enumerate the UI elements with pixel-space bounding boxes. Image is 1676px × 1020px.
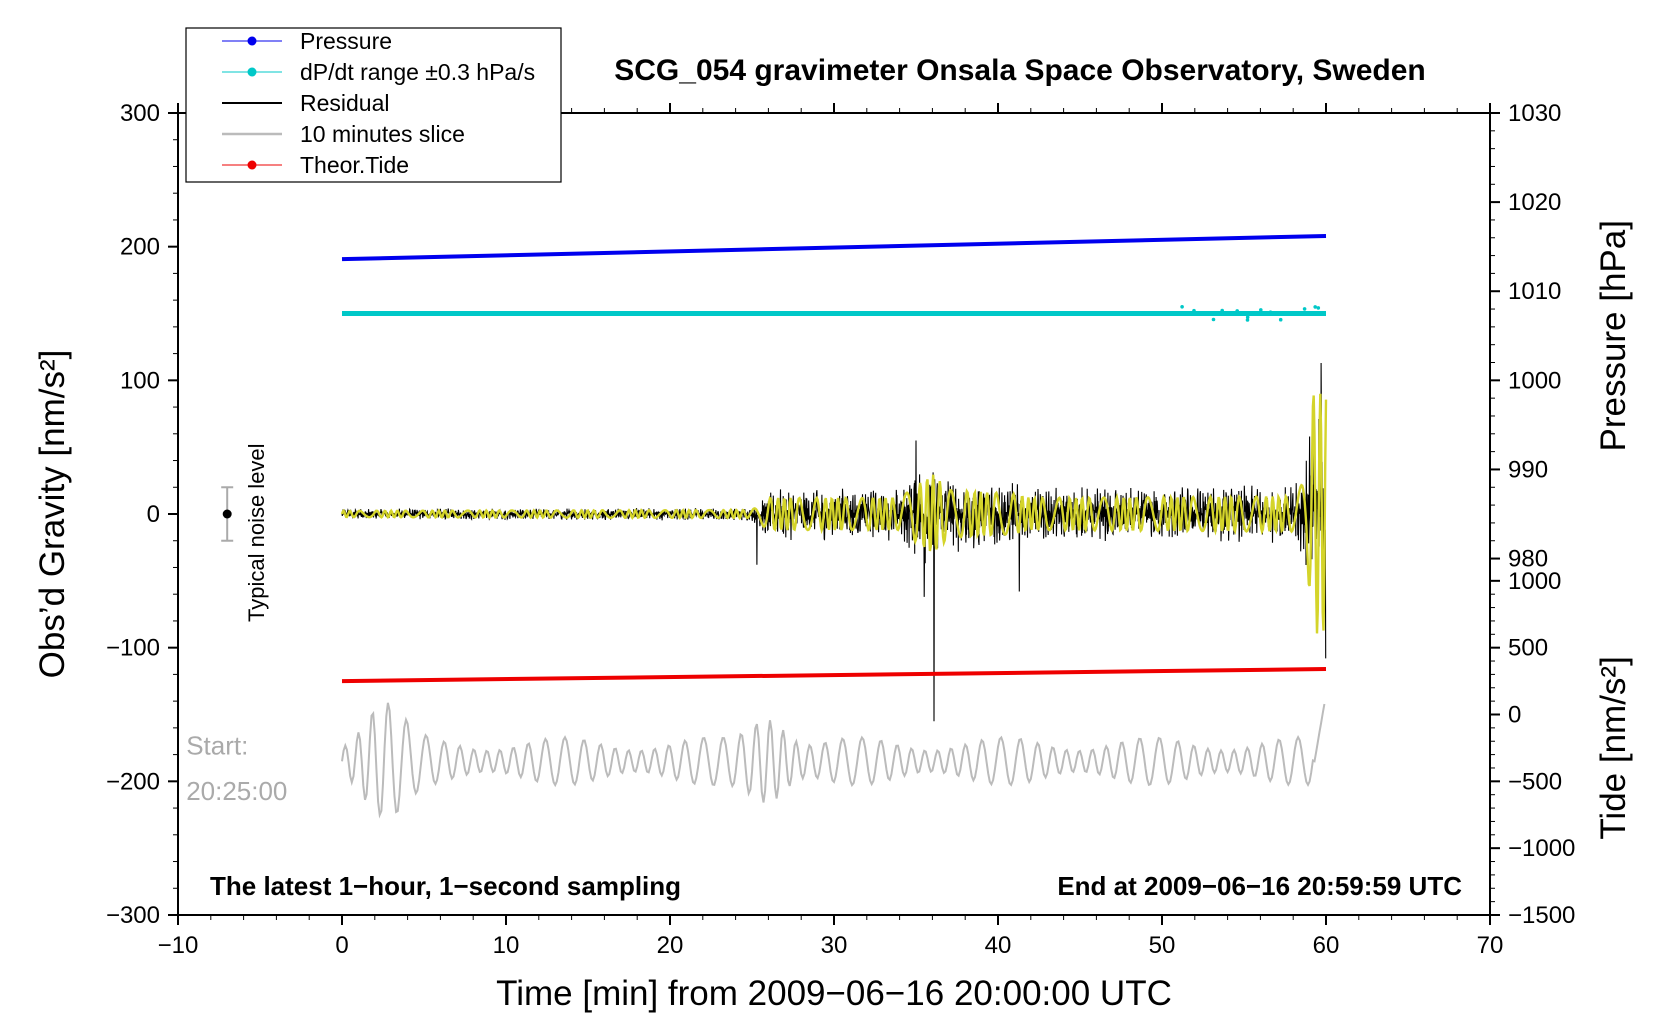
- start-label: Start:: [186, 731, 248, 761]
- legend-marker: [247, 160, 257, 170]
- dpdt-point: [1259, 308, 1263, 312]
- text-layer: −10 0 10 20 30 40 50 60 70−300−200−1000100200300…: [33, 27, 1633, 1013]
- noise-label: Typical noise level: [244, 443, 269, 622]
- y-tick-label: 300: [120, 100, 160, 127]
- series-tide: [341, 667, 1327, 684]
- x-tick-label: 50: [1149, 932, 1176, 959]
- dpdt-point: [1316, 306, 1321, 310]
- y-tick-label: −100: [106, 635, 160, 662]
- bottom-right-note: End at 2009−06−16 20:59:59 UTC: [1057, 871, 1462, 901]
- dpdt-point: [1235, 309, 1239, 313]
- dpdt-point: [1211, 317, 1216, 322]
- x-tick-label: −10: [158, 932, 199, 959]
- series-pressure: [341, 233, 1327, 262]
- pressure-tick-label: 1010: [1508, 278, 1561, 305]
- pressure-axis-title: Pressure [hPa]: [1594, 220, 1633, 452]
- x-axis-title: Time [min] from 2009−06−16 20:00:00 UTC: [496, 974, 1172, 1013]
- legend-label: Residual: [300, 90, 390, 116]
- legend-label: Theor.Tide: [300, 152, 409, 178]
- legend-label: Pressure: [300, 28, 392, 54]
- legend: Pressure dP/dt range ±0.3 hPa/s Residual 10…: [185, 27, 562, 183]
- legend-marker: [247, 67, 257, 77]
- pressure-tick-label: 1030: [1508, 100, 1561, 127]
- x-tick-label: 40: [985, 932, 1012, 959]
- x-tick-label: 10: [493, 932, 520, 959]
- x-tick-label: 20: [657, 932, 684, 959]
- pressure-tick-label: 990: [1508, 456, 1548, 483]
- dpdt-point: [1302, 307, 1307, 311]
- dpdt-point: [1192, 308, 1196, 313]
- dpdt-point: [1220, 308, 1224, 313]
- tide-axis-title: Tide [nm/s²]: [1594, 656, 1633, 839]
- bottom-left-note: The latest 1−hour, 1−second sampling: [210, 871, 681, 901]
- dpdt-point: [1272, 311, 1276, 316]
- dpdt-point: [1278, 317, 1283, 322]
- legend-label: 10 minutes slice: [300, 121, 465, 147]
- pressure-tick-label: 1000: [1508, 367, 1561, 394]
- frame-layer: [168, 103, 1500, 925]
- series-residual: [341, 362, 1327, 722]
- y-tick-label: 200: [120, 234, 160, 261]
- x-tick-label: 30: [821, 932, 848, 959]
- y-tick-label: −300: [106, 902, 160, 929]
- tide-tick-label: 1000: [1508, 568, 1561, 595]
- dpdt-point: [1180, 305, 1184, 309]
- tide-tick-label: 0: [1508, 702, 1521, 729]
- pressure-tick-label: 1020: [1508, 189, 1561, 216]
- pressure-tick-label: 980: [1508, 546, 1548, 573]
- x-tick-label: 70: [1477, 932, 1504, 959]
- y-tick-label: 0: [147, 501, 160, 528]
- tide-tick-label: 500: [1508, 635, 1548, 662]
- y-axis-title: Obs’d Gravity [nm/s²]: [33, 350, 72, 679]
- dpdt-point: [1245, 318, 1250, 322]
- series-fitted: [340, 393, 1328, 634]
- data-layer: [221, 233, 1328, 819]
- legend-label: dP/dt range ±0.3 hPa/s: [300, 59, 535, 85]
- chart-title: SCG_054 gravimeter Onsala Space Observat…: [614, 54, 1426, 87]
- noise-dot: [222, 509, 232, 519]
- tide-tick-label: −1500: [1508, 902, 1575, 929]
- tide-tick-label: −1000: [1508, 835, 1575, 862]
- y-tick-label: −200: [106, 768, 160, 795]
- tide-tick-label: −500: [1508, 768, 1562, 795]
- dpdt-point: [1313, 305, 1317, 309]
- dpdt-point: [1268, 310, 1273, 315]
- x-tick-label: 60: [1313, 932, 1340, 959]
- legend-marker: [247, 36, 257, 46]
- dpdt-point: [1245, 315, 1250, 320]
- start-time: 20:25:00: [186, 776, 287, 806]
- legend-box: [185, 27, 562, 183]
- series-10-minutes-slice: [341, 702, 1326, 819]
- x-tick-label: 0: [335, 932, 348, 959]
- y-tick-label: 100: [120, 367, 160, 394]
